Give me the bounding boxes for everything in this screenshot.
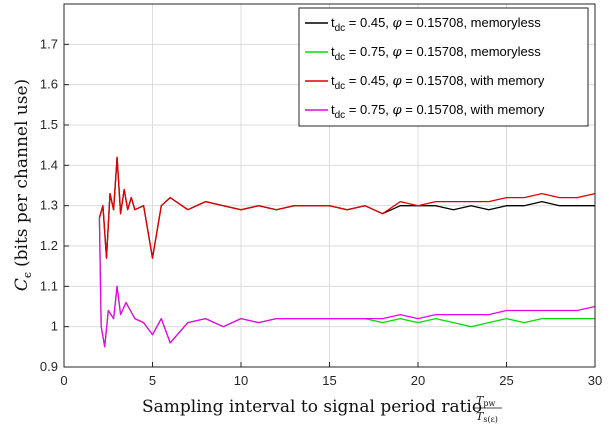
series-line-3	[98, 156, 596, 259]
x-tick-label: 10	[234, 373, 248, 388]
legend-label: tdc = 0.45, φ = 0.15708, with memory	[331, 73, 545, 92]
x-tick-label: 5	[149, 373, 156, 388]
y-axis-symbol: C	[12, 278, 32, 291]
x-tick-label: 0	[60, 373, 67, 388]
y-tick-label: 1.3	[40, 198, 58, 213]
x-fraction-numerator: Tpw	[476, 394, 495, 408]
y-tick-label: 1.1	[40, 278, 58, 293]
y-tick-label: 1.2	[40, 238, 58, 253]
legend-label: tdc = 0.75, φ = 0.15708, memoryless	[331, 44, 541, 63]
x-tick-label: 20	[411, 373, 425, 388]
x-tick-label: 30	[588, 373, 602, 388]
x-axis-fraction: Tpw Ts(ε)	[474, 394, 502, 424]
y-tick-label: 0.9	[40, 359, 58, 374]
y-tick-label: 1	[51, 319, 58, 334]
y-tick-label: 1.6	[40, 77, 58, 92]
legend: tdc = 0.45, φ = 0.15708, memoryless tdc =…	[298, 7, 589, 127]
y-axis-title: Cϵ (bits per channel use)	[12, 79, 34, 291]
y-axis-unit: (bits per channel use)	[12, 79, 32, 267]
legend-entry-2: tdc = 0.75, φ = 0.15708, memoryless	[305, 44, 541, 63]
legend-label: tdc = 0.45, φ = 0.15708, memoryless	[331, 15, 541, 34]
legend-entry-3: tdc = 0.45, φ = 0.15708, with memory	[305, 73, 545, 92]
x-axis-title: Sampling interval to signal period ratio	[142, 397, 482, 417]
y-tick-label: 1.7	[40, 36, 58, 51]
y-axis-ticks: 0.9 1 1.1 1.2 1.3 1.4 1.5 1.6 1.7	[40, 36, 69, 374]
x-tick-label: 15	[322, 373, 336, 388]
series-lines	[98, 156, 596, 348]
legend-entry-4: tdc = 0.75, φ = 0.15708, with memory	[305, 102, 545, 121]
legend-box	[298, 7, 589, 127]
legend-entry-1: tdc = 0.45, φ = 0.15708, memoryless	[305, 15, 541, 34]
series-line-4	[98, 217, 596, 348]
legend-label: tdc = 0.75, φ = 0.15708, with memory	[331, 102, 545, 121]
x-axis-ticks: 0 5 10 15 20 25 30	[60, 362, 602, 388]
y-tick-label: 1.4	[40, 157, 58, 172]
y-axis-symbol-sub: ϵ	[21, 272, 34, 278]
x-fraction-denominator: Ts(ε)	[476, 410, 498, 424]
y-tick-label: 1.5	[40, 117, 58, 132]
x-tick-label: 25	[499, 373, 513, 388]
